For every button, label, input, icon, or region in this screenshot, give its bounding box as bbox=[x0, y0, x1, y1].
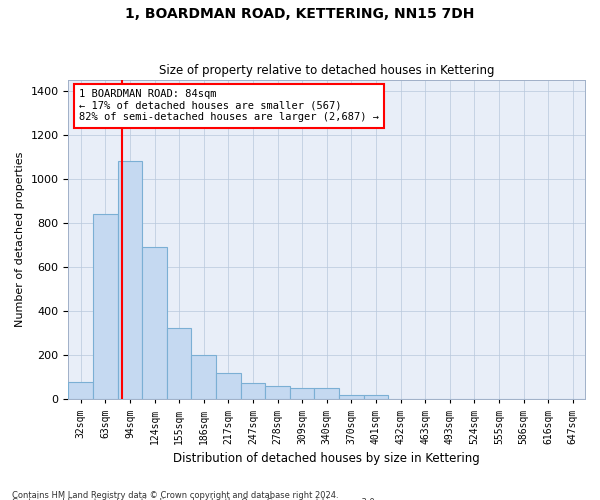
Bar bbox=[314, 388, 339, 400]
Bar bbox=[265, 386, 290, 400]
Text: Contains HM Land Registry data © Crown copyright and database right 2024.: Contains HM Land Registry data © Crown c… bbox=[12, 490, 338, 500]
Bar bbox=[118, 161, 142, 400]
Bar bbox=[290, 388, 314, 400]
Text: Contains public sector information licensed under the Open Government Licence v3: Contains public sector information licen… bbox=[12, 498, 377, 500]
Bar bbox=[167, 328, 191, 400]
X-axis label: Distribution of detached houses by size in Kettering: Distribution of detached houses by size … bbox=[173, 452, 480, 465]
Bar bbox=[191, 356, 216, 400]
Bar bbox=[142, 247, 167, 400]
Text: 1, BOARDMAN ROAD, KETTERING, NN15 7DH: 1, BOARDMAN ROAD, KETTERING, NN15 7DH bbox=[125, 8, 475, 22]
Bar bbox=[93, 214, 118, 400]
Bar bbox=[339, 395, 364, 400]
Bar bbox=[241, 383, 265, 400]
Bar bbox=[216, 373, 241, 400]
Text: 1 BOARDMAN ROAD: 84sqm
← 17% of detached houses are smaller (567)
82% of semi-de: 1 BOARDMAN ROAD: 84sqm ← 17% of detached… bbox=[79, 89, 379, 122]
Y-axis label: Number of detached properties: Number of detached properties bbox=[15, 152, 25, 327]
Bar bbox=[364, 395, 388, 400]
Bar bbox=[68, 382, 93, 400]
Title: Size of property relative to detached houses in Kettering: Size of property relative to detached ho… bbox=[159, 64, 494, 77]
